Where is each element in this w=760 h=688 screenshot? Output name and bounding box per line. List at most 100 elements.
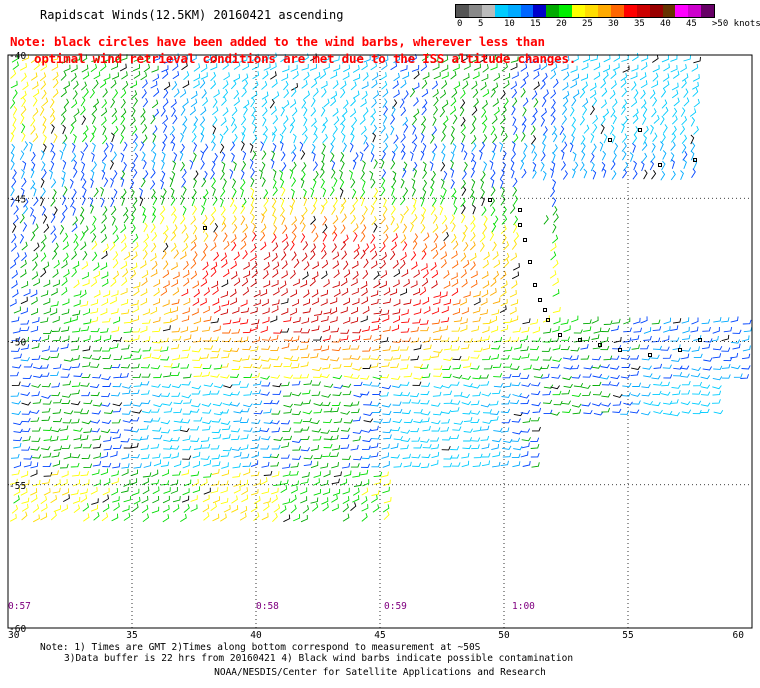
wind-barb — [83, 399, 93, 405]
wind-barb — [240, 453, 250, 459]
wind-barb — [350, 81, 357, 91]
wind-barb — [642, 115, 647, 125]
wind-barb — [360, 98, 367, 108]
wind-barb — [283, 336, 294, 341]
wind-barb — [142, 241, 148, 252]
wind-barb — [360, 281, 368, 289]
wind-barb — [512, 262, 520, 271]
wind-barb — [171, 141, 176, 152]
legend-swatch — [623, 5, 637, 17]
wind-barb — [420, 150, 425, 161]
wind-barb — [230, 260, 237, 270]
wind-barb — [422, 297, 430, 305]
wind-barb — [233, 337, 243, 343]
lat-lon-grid — [8, 55, 752, 628]
wind-barb — [31, 271, 39, 280]
wind-barb — [201, 326, 211, 332]
wind-barb — [600, 364, 610, 369]
wind-barb — [479, 233, 486, 243]
wind-barb — [302, 241, 309, 251]
wind-barb — [461, 170, 467, 180]
wind-barb — [191, 385, 202, 390]
wind-barb — [10, 151, 15, 162]
wind-barb — [162, 299, 170, 307]
wind-barb — [12, 116, 17, 126]
wind-barb — [701, 343, 711, 350]
wind-barb — [592, 123, 598, 134]
wind-barb — [691, 346, 700, 352]
wind-barb — [222, 401, 233, 406]
wind-barb — [403, 299, 412, 305]
wind-barb — [562, 90, 570, 100]
wind-barb — [393, 435, 403, 441]
wind-barb — [193, 363, 203, 369]
wind-barb — [342, 496, 350, 504]
wind-barb — [213, 222, 219, 233]
wind-barb — [340, 410, 350, 415]
wind-barb — [520, 160, 525, 170]
wind-barb — [383, 233, 389, 244]
wind-barb — [471, 444, 480, 450]
wind-barb — [373, 223, 378, 233]
wind-barb — [262, 116, 267, 127]
wind-barb — [352, 90, 360, 99]
wind-barb — [222, 178, 227, 189]
wind-barb — [240, 240, 247, 250]
wind-barb — [360, 391, 370, 396]
wind-barb — [221, 151, 226, 162]
wind-barb — [333, 417, 343, 424]
wind-barb — [210, 242, 217, 252]
legend-swatch — [533, 5, 547, 17]
wind-barb — [150, 408, 160, 413]
wind-barb — [71, 152, 77, 162]
wind-barb — [141, 206, 146, 216]
wind-barb — [472, 291, 481, 298]
wind-barb — [50, 142, 55, 153]
wind-barb — [541, 97, 547, 108]
wind-barb — [312, 161, 318, 171]
wind-barb — [453, 205, 458, 215]
wind-barb — [492, 451, 501, 458]
wind-barb — [81, 391, 91, 397]
wind-barb — [101, 375, 111, 381]
wind-barb — [141, 270, 149, 279]
wind-barb — [323, 435, 333, 440]
wind-barb — [300, 233, 306, 243]
wind-barb — [320, 315, 329, 323]
wind-barb — [359, 151, 364, 162]
wind-barb — [242, 79, 249, 90]
wind-barb — [361, 160, 366, 170]
wind-barb — [460, 123, 466, 134]
wind-barb — [123, 213, 129, 224]
wind-barb — [302, 505, 310, 514]
wind-barb — [523, 364, 532, 370]
wind-barb — [662, 73, 670, 82]
wind-barb — [490, 206, 496, 217]
wind-barb — [160, 346, 169, 352]
wind-barb — [39, 106, 45, 116]
wind-barb — [100, 429, 111, 434]
wind-barb — [492, 270, 500, 280]
wind-barb — [681, 409, 692, 414]
wind-barb — [332, 364, 342, 369]
wind-barb — [62, 298, 70, 306]
wind-barb — [233, 417, 243, 422]
wind-barb — [381, 169, 387, 179]
wind-barb — [311, 381, 321, 386]
wind-barb — [173, 249, 179, 259]
wind-barb — [153, 279, 161, 288]
wind-barb — [562, 408, 572, 413]
wind-barb — [61, 170, 66, 181]
wind-barb — [11, 124, 17, 135]
wind-barb — [203, 316, 212, 322]
wind-barb — [161, 151, 166, 162]
wind-barb — [322, 198, 328, 208]
wind-barb — [492, 438, 502, 443]
wind-barb — [150, 242, 157, 253]
wind-barb — [243, 468, 251, 476]
wind-barb — [111, 115, 118, 125]
wind-barb — [459, 318, 468, 325]
wind-barb — [130, 188, 135, 199]
wind-barb — [250, 307, 258, 314]
wind-barb — [429, 161, 434, 171]
